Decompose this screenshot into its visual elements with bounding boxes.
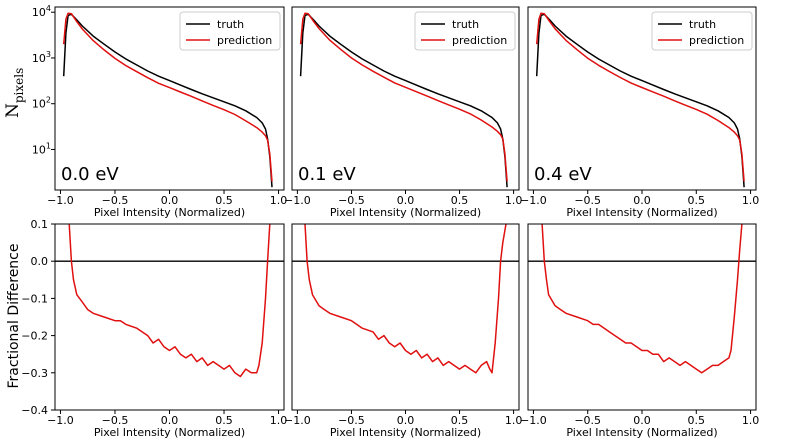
bottom-ylabel: Fractional Difference <box>6 244 22 389</box>
x-tick-label: 1.0 <box>270 414 288 427</box>
prediction-line <box>535 12 745 182</box>
y-tick-label: 0.1 <box>31 218 49 231</box>
y-tick-base: 10 <box>32 143 46 156</box>
y-tick-exponent: 4 <box>46 4 51 13</box>
x-tick-label: −1.0 <box>284 414 311 427</box>
x-tick-label: 0.5 <box>688 414 706 427</box>
x-tick-label: −0.5 <box>338 194 365 207</box>
x-tick-label: 0.5 <box>451 194 469 207</box>
y-tick-label: 104 <box>32 4 51 19</box>
prediction-line <box>299 12 508 182</box>
y-tick-label: 0.0 <box>31 255 49 268</box>
y-tick-label: −0.2 <box>21 330 48 343</box>
legend-label-truth: truth <box>689 18 716 31</box>
energy-label: 0.1 eV <box>298 164 356 185</box>
bottom-panel-3: −1.0 −0.5 0.0 0.5 1.0 Pixel Intensity (Normal… <box>520 223 760 439</box>
x-tick-label: 1.0 <box>742 414 760 427</box>
x-tick-label: 0.5 <box>215 194 233 207</box>
y-tick-label: −0.3 <box>21 367 48 380</box>
top-ylabel-main: N <box>3 103 23 118</box>
x-tick-label: 0.0 <box>397 414 415 427</box>
top-panel-2: −1.0 −0.5 0.0 0.5 1.0 Pixel Intensity (Normal… <box>284 6 523 219</box>
truth-line <box>535 13 745 188</box>
x-axis-label: Pixel Intensity (Normalized) <box>566 206 717 219</box>
energy-label: 0.4 eV <box>534 164 592 185</box>
x-tick-label: 0.5 <box>215 414 233 427</box>
legend-label-prediction: prediction <box>217 34 272 47</box>
legend-label-prediction: prediction <box>452 34 507 47</box>
bottom-panel-1: −1.0 −0.5 0.0 0.5 1.0 Pixel Intensity (Normal… <box>21 218 287 439</box>
y-tick-exponent: 3 <box>46 50 51 59</box>
x-tick-label: −0.5 <box>102 194 129 207</box>
y-tick-label: −0.1 <box>21 292 48 305</box>
x-axis-label: Pixel Intensity (Normalized) <box>94 426 245 439</box>
x-tick-label: 0.5 <box>451 414 469 427</box>
top-ylabel-sub: pixels <box>12 68 26 103</box>
y-tick-label: −0.4 <box>21 404 48 417</box>
x-tick-label: −0.5 <box>102 414 129 427</box>
x-axis-label: Pixel Intensity (Normalized) <box>566 426 717 439</box>
legend-label-truth: truth <box>217 18 244 31</box>
truth-line <box>62 13 273 188</box>
x-tick-label: −1.0 <box>47 414 74 427</box>
truth-line <box>299 13 508 188</box>
x-tick-label: 0.0 <box>397 194 415 207</box>
x-tick-label: −0.5 <box>338 414 365 427</box>
x-tick-label: 0.5 <box>688 194 706 207</box>
bottom-panel-2: −1.0 −0.5 0.0 0.5 1.0 Pixel Intensity (Normal… <box>284 223 523 439</box>
y-tick-exponent: 1 <box>46 141 51 150</box>
x-tick-label: 0.0 <box>633 414 651 427</box>
y-tick-base: 10 <box>32 52 46 65</box>
y-tick-label: 103 <box>32 50 51 65</box>
top-ylabel: Npixels <box>3 68 26 118</box>
fractional-difference-line <box>541 224 743 374</box>
x-tick-label: 0.0 <box>161 194 179 207</box>
legend-label-truth: truth <box>452 18 479 31</box>
legend-label-prediction: prediction <box>689 34 744 47</box>
x-axis-label: Pixel Intensity (Normalized) <box>330 426 481 439</box>
x-tick-label: −1.0 <box>284 194 311 207</box>
axes-frame <box>291 223 520 411</box>
x-axis-label: Pixel Intensity (Normalized) <box>330 206 481 219</box>
y-tick-base: 10 <box>32 6 46 19</box>
top-panel-1: −1.0 −0.5 0.0 0.5 1.0 Pixel Intensity (Normal… <box>32 4 287 219</box>
x-tick-label: 0.0 <box>161 414 179 427</box>
x-tick-label: 1.0 <box>505 414 523 427</box>
y-tick-label: 101 <box>32 141 51 156</box>
y-tick-label: 102 <box>32 96 51 111</box>
x-tick-label: −1.0 <box>520 414 547 427</box>
x-tick-label: 1.0 <box>742 194 760 207</box>
x-tick-label: −0.5 <box>574 414 601 427</box>
x-tick-label: −1.0 <box>520 194 547 207</box>
energy-label: 0.0 eV <box>61 164 119 185</box>
axes-frame <box>54 223 285 411</box>
fractional-difference-line <box>68 224 271 378</box>
x-tick-label: 1.0 <box>270 194 288 207</box>
x-tick-label: 1.0 <box>505 194 523 207</box>
prediction-line <box>62 12 273 182</box>
fractional-difference-line <box>304 224 507 374</box>
x-tick-label: −0.5 <box>574 194 601 207</box>
axes-frame <box>527 223 757 411</box>
y-tick-base: 10 <box>32 98 46 111</box>
x-tick-label: −1.0 <box>47 194 74 207</box>
top-panel-3: −1.0 −0.5 0.0 0.5 1.0 Pixel Intensity (Normal… <box>520 6 760 219</box>
x-axis-label: Pixel Intensity (Normalized) <box>94 206 245 219</box>
plot-panels: −1.0 −0.5 0.0 0.5 1.0 Pixel Intensity (Normal… <box>21 4 759 439</box>
y-tick-exponent: 2 <box>46 96 51 105</box>
x-tick-label: 0.0 <box>633 194 651 207</box>
